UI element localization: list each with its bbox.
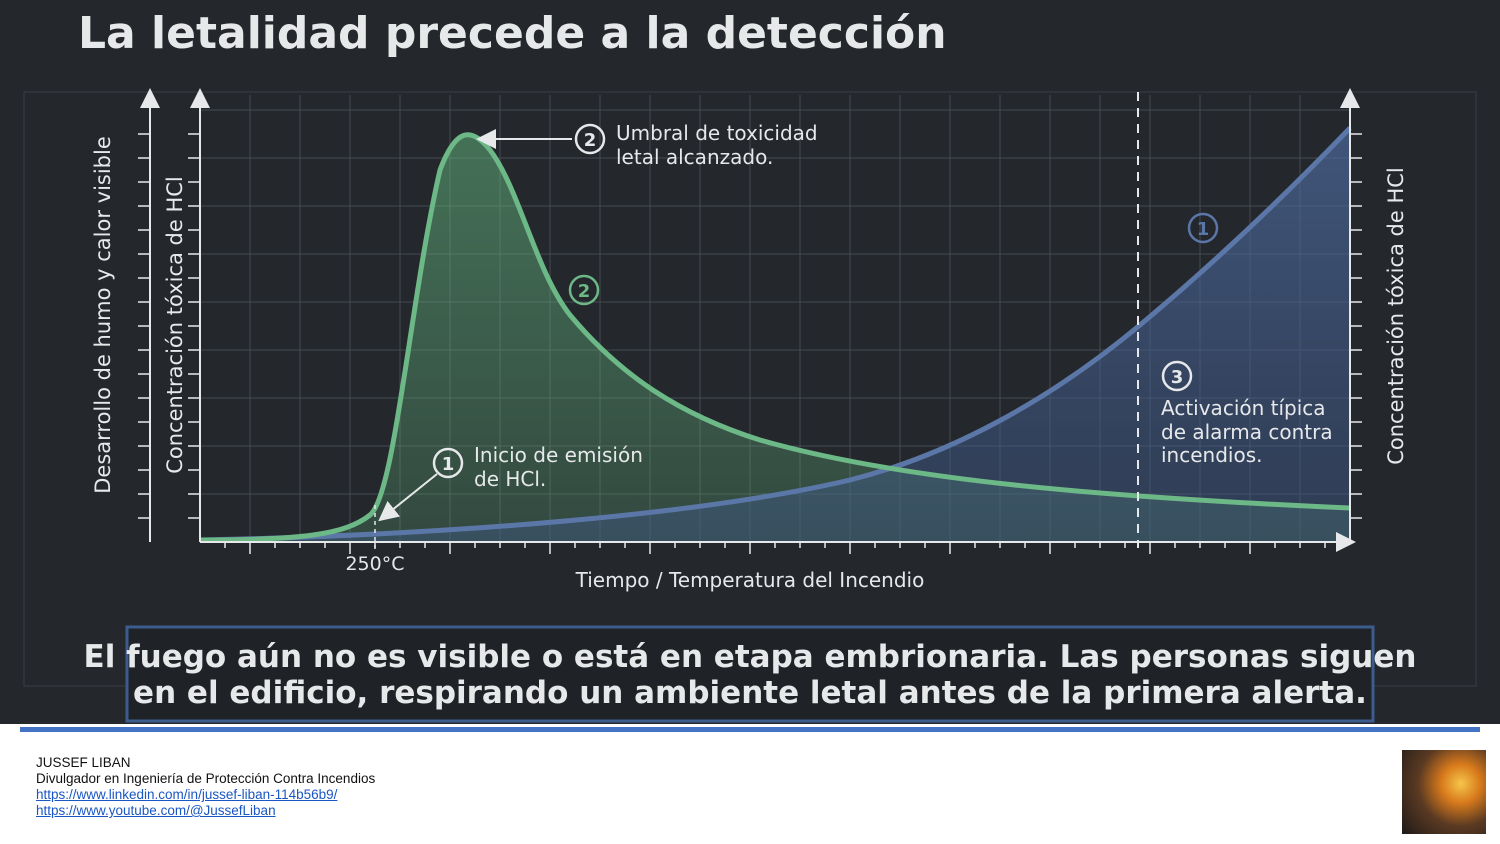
slide-panel: La letalidad precede a la detección 250°… (0, 0, 1500, 724)
annotation-badge (574, 123, 606, 155)
annotation-text: de alarma contra (1161, 420, 1333, 444)
author: JUSSEF LIBAN (36, 755, 131, 770)
curve-marker (1187, 212, 1219, 244)
annotation-text: de HCl. (474, 467, 546, 491)
annotation-text: incendios. (1161, 443, 1262, 467)
axis-ticks (138, 133, 1362, 554)
caption-box (125, 625, 1375, 723)
link[interactable]: https://www.youtube.com/@JussefLiban (36, 803, 276, 818)
axes (140, 88, 1360, 552)
link[interactable]: https://www.linkedin.com/in/jussef-liban… (36, 787, 338, 802)
annotation-text: Inicio de emisión (474, 443, 643, 467)
profile-photo (1402, 750, 1486, 834)
blue-area (200, 128, 1350, 542)
left-axis-label: Concentración tóxica de HCl (163, 176, 187, 474)
footer: JUSSEF LIBAN Divulgador en Ingeniería de… (36, 755, 375, 819)
role: Divulgador en Ingeniería de Protección C… (36, 771, 376, 786)
curve-marker-label: 2 (578, 281, 591, 302)
curve-marker-label: 1 (1197, 219, 1210, 240)
annotation-text: letal alcanzado. (616, 145, 773, 169)
annotation-text: Activación típica (1161, 396, 1326, 420)
caption-line: El fuego aún no es visible o está en eta… (84, 639, 1417, 675)
annotation-number: 1 (442, 454, 455, 475)
annotation-number: 3 (1171, 367, 1184, 388)
caption-line: en el edificio, respirando un ambiente l… (133, 675, 1367, 711)
annotation-text: Umbral de toxicidad (616, 121, 818, 145)
annotation-badge (1161, 360, 1193, 392)
blue-curve (199, 126, 1352, 543)
x-axis-label: Tiempo / Temperatura del Incendio (575, 568, 925, 592)
annotation-badge (432, 447, 464, 479)
divider (20, 727, 1480, 732)
left-axis-label: Desarrollo de humo y calor visible (91, 136, 115, 494)
green-area (200, 134, 1350, 543)
x-marker: 250°C (345, 553, 404, 575)
curve-marker (568, 274, 600, 306)
annotation-arrow (378, 473, 438, 522)
diagram: La letalidad precede a la detección 250°… (23, 8, 1477, 723)
right-axis-label: Concentración tóxica de HCl (1384, 167, 1408, 465)
title: La letalidad precede a la detección (78, 8, 947, 59)
annotation-number: 2 (584, 130, 597, 151)
